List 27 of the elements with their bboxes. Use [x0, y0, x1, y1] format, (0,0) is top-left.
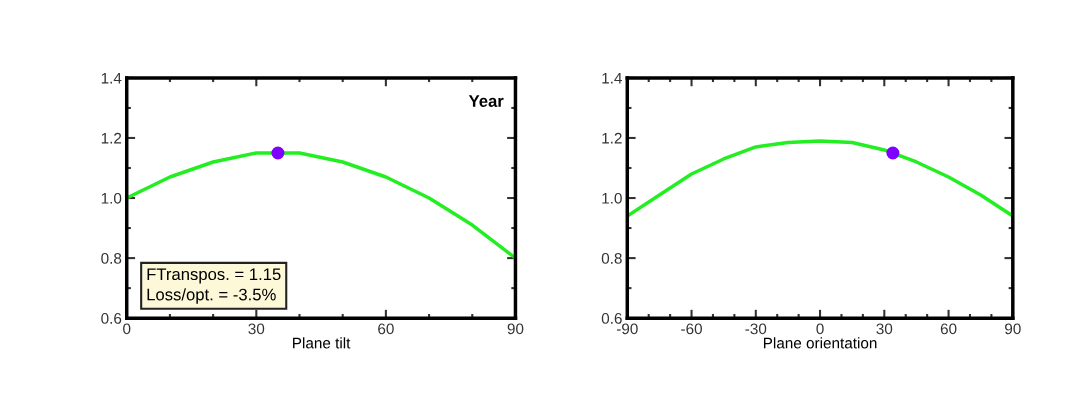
y-tick-label: 0.8	[101, 252, 122, 264]
x-tick-label: 30	[876, 323, 893, 335]
x-tick-label: 0	[816, 323, 824, 335]
annotation: FTranspos. = 1.15 Loss/opt. = -3.5%	[147, 268, 281, 304]
x-axis-title: Plane tilt	[293, 337, 351, 349]
y-tick-label: 1.0	[101, 192, 122, 204]
y-tick-label: 1.4	[602, 72, 622, 84]
annotation: Year	[468, 95, 504, 107]
x-tick-label: 90	[507, 323, 524, 335]
y-tick-label: 0.6	[601, 313, 622, 324]
y-tick-label: 0.6	[101, 313, 122, 324]
y-tick-label: 0.8	[601, 252, 622, 264]
x-tick-label: -90	[616, 323, 638, 335]
y-tick-label: 1.2	[602, 132, 622, 144]
x-tick-label: -60	[681, 323, 702, 335]
x-tick-label: 60	[940, 323, 957, 335]
y-tick-label: 1.4	[101, 72, 122, 84]
x-axis-title: Plane orientation	[763, 337, 877, 349]
y-tick-label: 1.0	[602, 192, 622, 204]
line-series	[126, 151, 516, 260]
y-tick-label: 1.2	[101, 132, 122, 144]
x-tick-label: 60	[378, 323, 394, 335]
x-tick-label: -30	[745, 323, 767, 335]
x-tick-label: 90	[1005, 323, 1021, 335]
x-tick-label: 0	[123, 323, 131, 335]
x-tick-label: 30	[248, 323, 265, 335]
line-series	[627, 139, 1013, 218]
